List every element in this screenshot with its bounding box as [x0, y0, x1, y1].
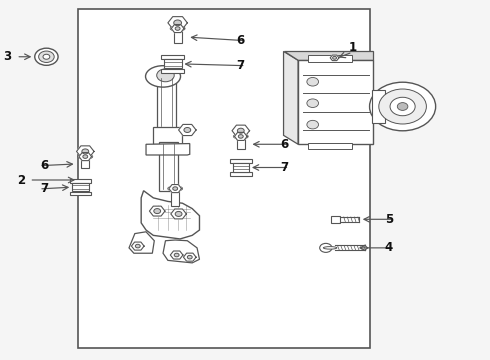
Polygon shape [172, 24, 184, 32]
Bar [172, 192, 179, 206]
Polygon shape [149, 206, 165, 216]
Circle shape [157, 69, 174, 82]
Circle shape [39, 51, 54, 63]
Text: 6: 6 [40, 159, 48, 172]
Circle shape [175, 211, 182, 216]
Circle shape [238, 135, 243, 138]
Text: 7: 7 [237, 59, 245, 72]
Bar [161, 55, 184, 59]
Bar [298, 60, 373, 144]
FancyBboxPatch shape [153, 127, 182, 144]
Polygon shape [183, 253, 196, 261]
Text: 6: 6 [237, 34, 245, 47]
Circle shape [43, 54, 50, 59]
Circle shape [174, 253, 179, 257]
Polygon shape [232, 125, 249, 136]
Circle shape [307, 99, 318, 108]
Ellipse shape [168, 186, 182, 191]
FancyBboxPatch shape [159, 143, 177, 191]
Bar [78, 9, 369, 348]
Text: 2: 2 [17, 174, 25, 186]
Polygon shape [141, 191, 199, 239]
Text: 3: 3 [3, 50, 11, 63]
Circle shape [307, 120, 318, 129]
Circle shape [184, 127, 191, 132]
Ellipse shape [234, 134, 248, 139]
Ellipse shape [78, 154, 93, 159]
Circle shape [175, 27, 180, 30]
Ellipse shape [171, 26, 185, 31]
Circle shape [379, 89, 426, 124]
Bar [230, 172, 251, 176]
Polygon shape [284, 51, 298, 144]
Bar [372, 90, 385, 122]
Bar [308, 55, 352, 62]
Circle shape [82, 149, 89, 154]
Ellipse shape [323, 247, 337, 249]
Polygon shape [129, 232, 154, 253]
Polygon shape [79, 153, 92, 161]
Text: 6: 6 [280, 138, 289, 151]
Bar [174, 31, 181, 43]
Bar [161, 69, 184, 73]
Circle shape [390, 97, 415, 116]
FancyBboxPatch shape [157, 75, 176, 130]
Circle shape [333, 57, 337, 59]
Bar [233, 163, 249, 172]
Polygon shape [76, 146, 94, 157]
Circle shape [173, 187, 177, 190]
Circle shape [187, 255, 192, 259]
Circle shape [397, 103, 408, 111]
Polygon shape [284, 51, 373, 60]
Ellipse shape [146, 66, 180, 87]
Bar [237, 139, 245, 149]
Polygon shape [146, 144, 190, 155]
Text: 5: 5 [385, 213, 393, 226]
Polygon shape [330, 55, 339, 60]
Text: 4: 4 [385, 241, 393, 255]
Bar [230, 159, 251, 163]
Polygon shape [171, 209, 186, 219]
Bar [81, 159, 89, 168]
Polygon shape [163, 240, 199, 263]
Circle shape [135, 244, 140, 248]
Text: 7: 7 [40, 183, 48, 195]
Circle shape [83, 155, 88, 158]
Bar [70, 179, 91, 183]
Circle shape [174, 20, 181, 26]
Text: 1: 1 [348, 41, 357, 54]
Text: 7: 7 [280, 161, 289, 174]
Circle shape [307, 77, 318, 86]
Bar [70, 192, 91, 195]
Circle shape [319, 243, 332, 252]
Bar [72, 183, 89, 191]
Circle shape [237, 128, 244, 133]
Polygon shape [171, 251, 183, 259]
Bar [164, 59, 181, 68]
Polygon shape [169, 185, 181, 193]
Polygon shape [178, 125, 196, 136]
Bar [331, 216, 340, 223]
Circle shape [369, 82, 436, 131]
Circle shape [154, 208, 161, 213]
Polygon shape [235, 132, 247, 140]
Polygon shape [131, 242, 144, 250]
Polygon shape [168, 17, 187, 29]
Bar [308, 143, 352, 149]
Circle shape [35, 48, 58, 65]
